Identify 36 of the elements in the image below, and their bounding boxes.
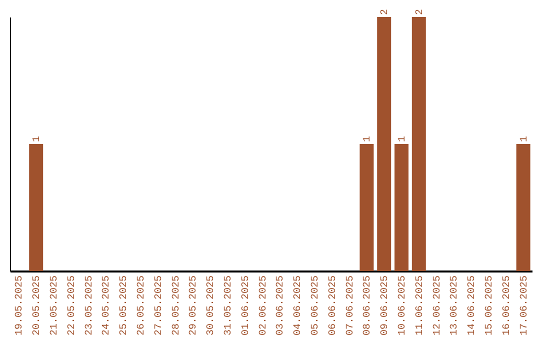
x-tick-label: 05.06.2025 — [310, 276, 322, 336]
x-tick-label: 26.05.2025 — [136, 276, 148, 336]
x-tick-label: 17.06.2025 — [519, 276, 530, 336]
x-tick-label: 31.05.2025 — [224, 276, 234, 336]
x-tick-label: 29.05.2025 — [188, 276, 200, 336]
x-tick-label: 14.06.2025 — [467, 276, 478, 336]
x-tick-label: 01.06.2025 — [240, 276, 252, 336]
x-tick-label: 08.06.2025 — [362, 276, 374, 336]
data-label: 1 — [362, 136, 374, 142]
x-tick-label: 16.06.2025 — [502, 276, 513, 336]
x-tick-label: 25.05.2025 — [119, 276, 130, 336]
x-tick-label: 30.05.2025 — [206, 276, 218, 336]
x-tick-label: 20.05.2025 — [32, 276, 44, 336]
x-tick-label: 07.06.2025 — [345, 276, 356, 336]
x-tick-label: 22.05.2025 — [66, 276, 78, 336]
data-label: 2 — [380, 8, 392, 15]
data-label: 2 — [414, 8, 426, 15]
x-tick-label: 21.05.2025 — [50, 276, 60, 336]
x-tick-label: 19.05.2025 — [14, 276, 26, 336]
data-label: 1 — [398, 136, 408, 142]
x-tick-label: 13.06.2025 — [450, 276, 461, 336]
x-tick-label: 09.06.2025 — [380, 276, 392, 336]
data-label: 1 — [519, 136, 530, 142]
x-tick-label: 10.06.2025 — [398, 276, 408, 336]
x-tick-label: 03.06.2025 — [276, 276, 287, 336]
x-tick-label: 12.06.2025 — [432, 276, 444, 336]
x-tick-label: 24.05.2025 — [102, 276, 113, 336]
x-tick-label: 28.05.2025 — [171, 276, 182, 336]
x-tick-label: 23.05.2025 — [84, 276, 96, 336]
x-tick-label: 11.06.2025 — [414, 276, 426, 336]
data-label: 1 — [32, 136, 44, 142]
x-tick-label: 15.06.2025 — [484, 276, 496, 336]
x-tick-label: 02.06.2025 — [258, 276, 270, 336]
x-tick-label: 27.05.2025 — [154, 276, 165, 336]
x-tick-label: 04.06.2025 — [293, 276, 304, 336]
x-tick-label: 06.06.2025 — [328, 276, 339, 336]
